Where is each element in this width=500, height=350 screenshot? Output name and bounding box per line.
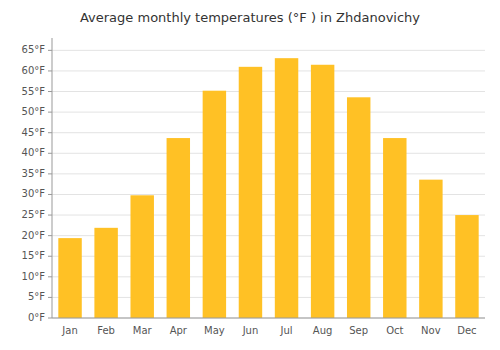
y-tick-label: 50°F (22, 106, 46, 117)
y-tick (48, 112, 52, 113)
y-tick-label: 60°F (22, 65, 46, 76)
x-tick-label: Jun (242, 325, 259, 336)
y-tick-label: 65°F (22, 44, 46, 55)
y-tick-label: 0°F (28, 312, 45, 323)
y-tick (48, 91, 52, 92)
bar (419, 180, 442, 318)
grid-line (52, 318, 485, 319)
y-tick-label: 55°F (22, 86, 46, 97)
bar (347, 97, 370, 318)
y-tick-label: 25°F (22, 209, 46, 220)
bar (239, 67, 262, 318)
x-tick-label: May (204, 325, 225, 336)
title: Average monthly temperatures (°F ) in Zh… (80, 10, 420, 25)
grid-line (52, 173, 485, 174)
x-tick-label: Jul (280, 325, 293, 336)
x-axis-line (52, 318, 485, 319)
y-tick (48, 70, 52, 71)
bar (203, 91, 226, 318)
y-tick-label: 20°F (22, 230, 46, 241)
y-tick-label: 40°F (22, 147, 46, 158)
bar (130, 195, 153, 318)
y-tick-label: 45°F (22, 127, 46, 138)
x-tick-label: Sep (349, 325, 368, 336)
y-tick (48, 215, 52, 216)
y-tick-label: 15°F (22, 250, 46, 261)
x-tick-label: Jan (61, 325, 77, 336)
y-tick (48, 153, 52, 154)
bar (383, 138, 406, 318)
y-tick (48, 297, 52, 298)
bar (275, 58, 298, 318)
bar (455, 215, 478, 318)
x-axis: Jan Feb Mar Apr May Jun Jul Aug Sep Oct Nov Dec (52, 318, 485, 336)
grid-line (52, 132, 485, 133)
y-tick-label: 10°F (22, 271, 46, 282)
y-axis-line (52, 38, 53, 318)
grid-line (52, 153, 485, 154)
x-tick-label: Apr (170, 325, 188, 336)
x-tick-label: Oct (386, 325, 403, 336)
y-tick-label: 35°F (22, 168, 46, 179)
grid (52, 50, 485, 318)
y-tick-label: 30°F (22, 188, 46, 199)
y-tick (48, 132, 52, 133)
bar (167, 138, 190, 318)
bar (94, 228, 117, 318)
y-axis: 0°F 5°F 10°F 15°F 20°F 25°F 30°F 35°F 40°F 45°F 50… (22, 38, 52, 323)
x-tick-label: Mar (133, 325, 153, 336)
y-tick (48, 235, 52, 236)
bar (58, 238, 81, 318)
x-tick-label: Feb (97, 325, 115, 336)
chart: 0°F 5°F 10°F 15°F 20°F 25°F 30°F 35°F 40°F 45°F 50… (0, 0, 500, 350)
bars (58, 58, 478, 318)
grid-line (52, 91, 485, 92)
y-tick (48, 256, 52, 257)
y-tick (48, 318, 52, 319)
y-tick-label: 5°F (28, 291, 45, 302)
y-tick (48, 50, 52, 51)
x-tick-label: Nov (421, 325, 441, 336)
y-tick (48, 276, 52, 277)
y-tick (48, 194, 52, 195)
x-tick-label: Aug (313, 325, 333, 336)
grid-line (52, 112, 485, 113)
grid-line (52, 70, 485, 71)
grid-line (52, 50, 485, 51)
bar (311, 65, 334, 318)
x-tick-label: Dec (457, 325, 476, 336)
y-tick (48, 173, 52, 174)
